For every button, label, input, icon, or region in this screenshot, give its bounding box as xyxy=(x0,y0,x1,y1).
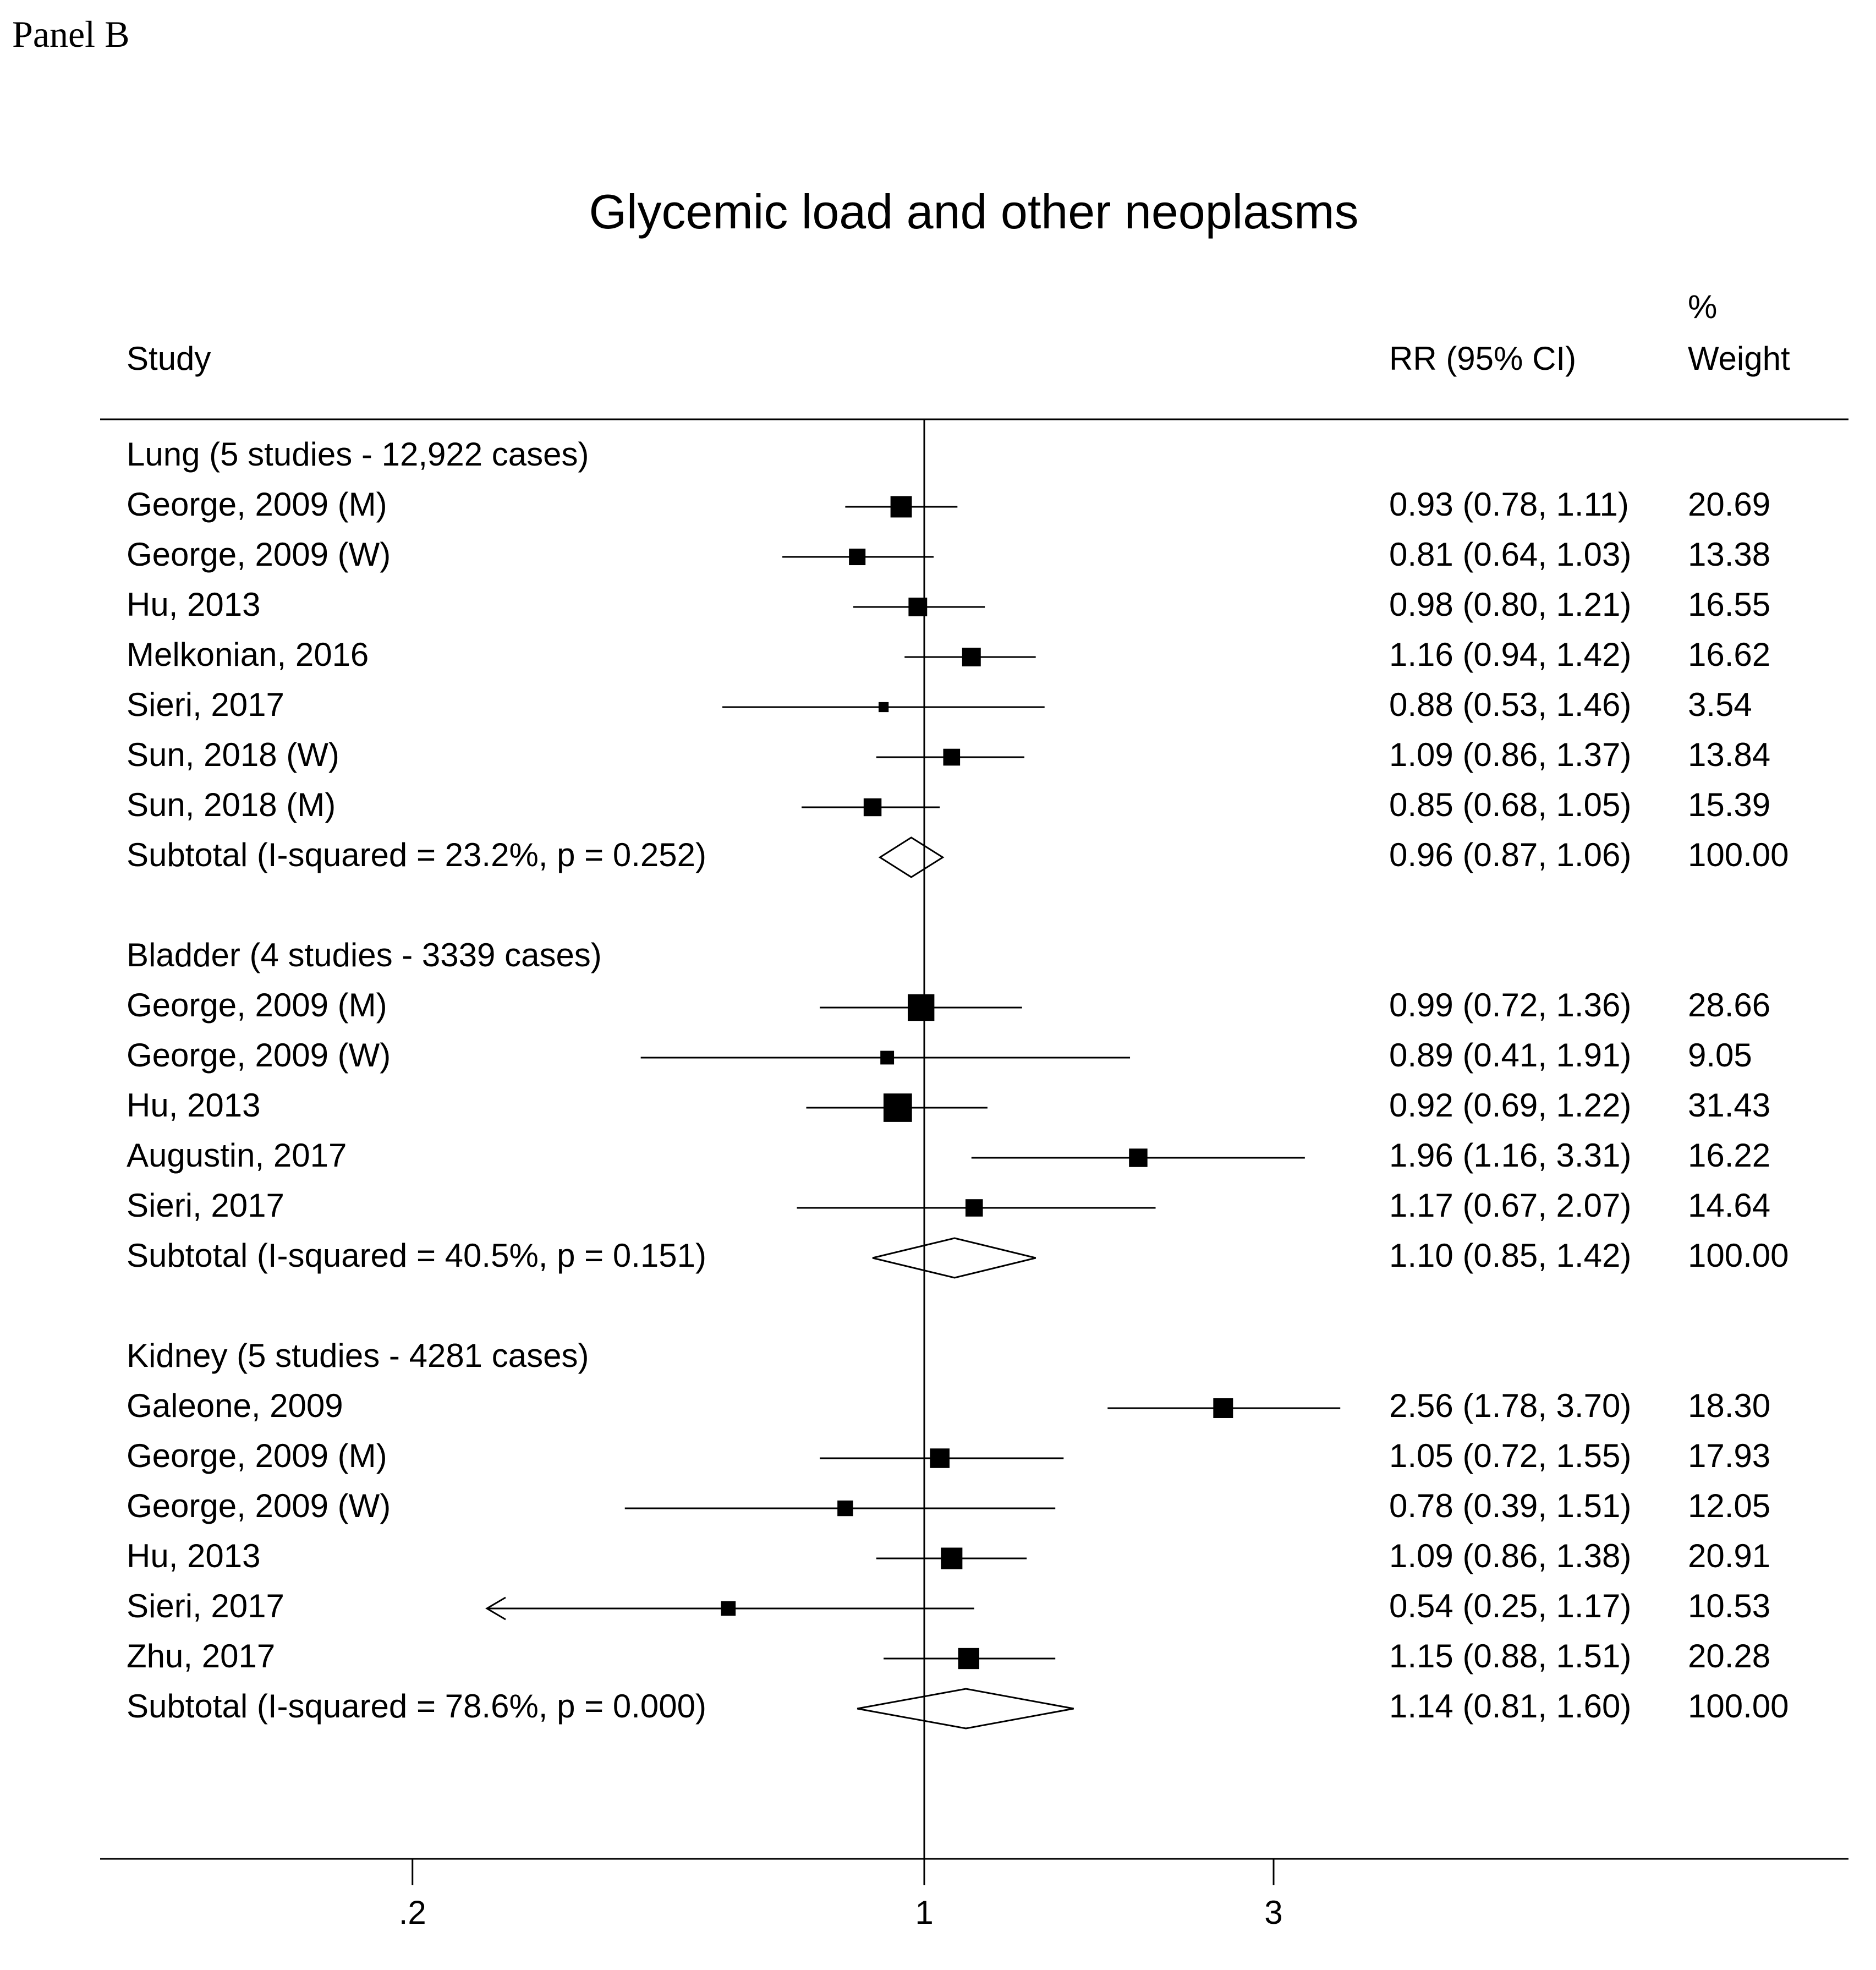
panel-label: Panel B xyxy=(12,13,129,55)
point-marker xyxy=(930,1448,950,1468)
study-weight: 13.38 xyxy=(1688,536,1770,573)
point-marker xyxy=(1129,1148,1148,1167)
subtotal-weight: 100.00 xyxy=(1688,1237,1789,1274)
point-marker xyxy=(1213,1398,1233,1418)
study-weight: 16.55 xyxy=(1688,586,1770,623)
study-name: George, 2009 (W) xyxy=(127,1037,391,1074)
study-name: Sun, 2018 (W) xyxy=(127,736,339,773)
study-rr-ci: 1.09 (0.86, 1.37) xyxy=(1389,736,1631,773)
study-weight: 17.93 xyxy=(1688,1437,1770,1474)
study-weight: 16.22 xyxy=(1688,1137,1770,1174)
study-rr-ci: 1.09 (0.86, 1.38) xyxy=(1389,1537,1631,1574)
point-marker xyxy=(962,648,981,666)
study-rr-ci: 0.92 (0.69, 1.22) xyxy=(1389,1087,1631,1124)
study-rr-ci: 0.85 (0.68, 1.05) xyxy=(1389,786,1631,823)
study-rr-ci: 2.56 (1.78, 3.70) xyxy=(1389,1387,1631,1424)
study-rr-ci: 1.05 (0.72, 1.55) xyxy=(1389,1437,1631,1474)
subtotal-label: Subtotal (I-squared = 23.2%, p = 0.252) xyxy=(127,836,706,873)
study-name: George, 2009 (W) xyxy=(127,536,391,573)
study-weight: 16.62 xyxy=(1688,636,1770,673)
study-name: Augustin, 2017 xyxy=(127,1137,347,1174)
x-tick-label: .2 xyxy=(399,1894,426,1931)
study-rr-ci: 0.88 (0.53, 1.46) xyxy=(1389,686,1631,723)
subtotal-rr-ci: 1.14 (0.81, 1.60) xyxy=(1389,1688,1631,1725)
x-tick-label: 1 xyxy=(915,1894,933,1931)
subtotal-weight: 100.00 xyxy=(1688,836,1789,873)
study-rr-ci: 1.96 (1.16, 3.31) xyxy=(1389,1137,1631,1174)
study-weight: 15.39 xyxy=(1688,786,1770,823)
study-name: George, 2009 (M) xyxy=(127,1437,387,1474)
study-name: Hu, 2013 xyxy=(127,586,261,623)
subtotal-diamond xyxy=(857,1688,1074,1730)
study-rr-ci: 0.93 (0.78, 1.11) xyxy=(1389,486,1629,523)
study-name: Sieri, 2017 xyxy=(127,1588,284,1624)
study-name: Hu, 2013 xyxy=(127,1087,261,1124)
study-weight: 20.28 xyxy=(1688,1638,1770,1674)
study-name: Hu, 2013 xyxy=(127,1537,261,1574)
point-marker xyxy=(880,1050,895,1065)
point-marker xyxy=(907,994,935,1021)
subtotal-weight: 100.00 xyxy=(1688,1688,1789,1725)
study-rr-ci: 0.54 (0.25, 1.17) xyxy=(1389,1588,1631,1624)
subtotal-label: Subtotal (I-squared = 40.5%, p = 0.151) xyxy=(127,1237,706,1274)
study-weight: 13.84 xyxy=(1688,736,1770,773)
study-weight: 14.64 xyxy=(1688,1187,1770,1224)
study-weight: 9.05 xyxy=(1688,1037,1752,1074)
study-name: George, 2009 (M) xyxy=(127,987,387,1024)
study-weight: 18.30 xyxy=(1688,1387,1770,1424)
subtotal-label: Subtotal (I-squared = 78.6%, p = 0.000) xyxy=(127,1688,706,1725)
group-label: Lung (5 studies - 12,922 cases) xyxy=(127,436,589,473)
point-marker xyxy=(721,1601,736,1616)
group-label: Kidney (5 studies - 4281 cases) xyxy=(127,1337,589,1374)
point-marker xyxy=(883,1093,912,1122)
study-rr-ci: 0.99 (0.72, 1.36) xyxy=(1389,987,1631,1024)
study-name: George, 2009 (W) xyxy=(127,1487,391,1524)
subtotal-diamond xyxy=(878,836,945,878)
study-name: Sieri, 2017 xyxy=(127,1187,284,1224)
weight-header-label: Weight xyxy=(1688,340,1790,377)
point-marker xyxy=(943,748,961,766)
study-name: Melkonian, 2016 xyxy=(127,636,369,673)
study-rr-ci: 0.81 (0.64, 1.03) xyxy=(1389,536,1631,573)
study-name: George, 2009 (M) xyxy=(127,486,387,523)
point-marker xyxy=(958,1648,979,1670)
study-rr-ci: 1.15 (0.88, 1.51) xyxy=(1389,1638,1631,1674)
point-marker xyxy=(890,496,912,518)
subtotal-diamond xyxy=(872,1237,1036,1279)
study-rr-ci: 0.89 (0.41, 1.91) xyxy=(1389,1037,1631,1074)
study-weight: 31.43 xyxy=(1688,1087,1770,1124)
study-weight: 12.05 xyxy=(1688,1487,1770,1524)
study-rr-ci: 1.17 (0.67, 2.07) xyxy=(1389,1187,1631,1224)
ci-arrow xyxy=(485,1596,506,1621)
study-header: Study xyxy=(127,340,211,377)
subtotal-rr-ci: 0.96 (0.87, 1.06) xyxy=(1389,836,1631,873)
study-weight: 3.54 xyxy=(1688,686,1752,723)
point-marker xyxy=(849,548,866,566)
plot-layer: Lung (5 studies - 12,922 cases) George, 2… xyxy=(127,419,1789,1931)
chart-title: Glycemic load and other neoplasms xyxy=(589,184,1359,239)
study-weight: 20.69 xyxy=(1688,486,1770,523)
study-weight: 10.53 xyxy=(1688,1588,1770,1624)
study-weight: 20.91 xyxy=(1688,1537,1770,1574)
point-marker xyxy=(837,1500,853,1517)
subtotal-rr-ci: 1.10 (0.85, 1.42) xyxy=(1389,1237,1631,1274)
study-weight: 28.66 xyxy=(1688,987,1770,1024)
study-rr-ci: 1.16 (0.94, 1.42) xyxy=(1389,636,1631,673)
weight-header-percent: % xyxy=(1688,288,1717,325)
study-rr-ci: 0.98 (0.80, 1.21) xyxy=(1389,586,1631,623)
point-marker xyxy=(941,1547,963,1569)
study-name: Galeone, 2009 xyxy=(127,1387,343,1424)
point-marker xyxy=(863,798,882,817)
point-marker xyxy=(965,1199,983,1217)
group-label: Bladder (4 studies - 3339 cases) xyxy=(127,937,602,973)
effect-header: RR (95% CI) xyxy=(1389,340,1576,377)
study-rr-ci: 0.78 (0.39, 1.51) xyxy=(1389,1487,1631,1524)
x-tick-label: 3 xyxy=(1264,1894,1282,1931)
study-name: Zhu, 2017 xyxy=(127,1638,275,1674)
point-marker xyxy=(878,702,889,713)
study-name: Sieri, 2017 xyxy=(127,686,284,723)
study-name: Sun, 2018 (M) xyxy=(127,786,336,823)
